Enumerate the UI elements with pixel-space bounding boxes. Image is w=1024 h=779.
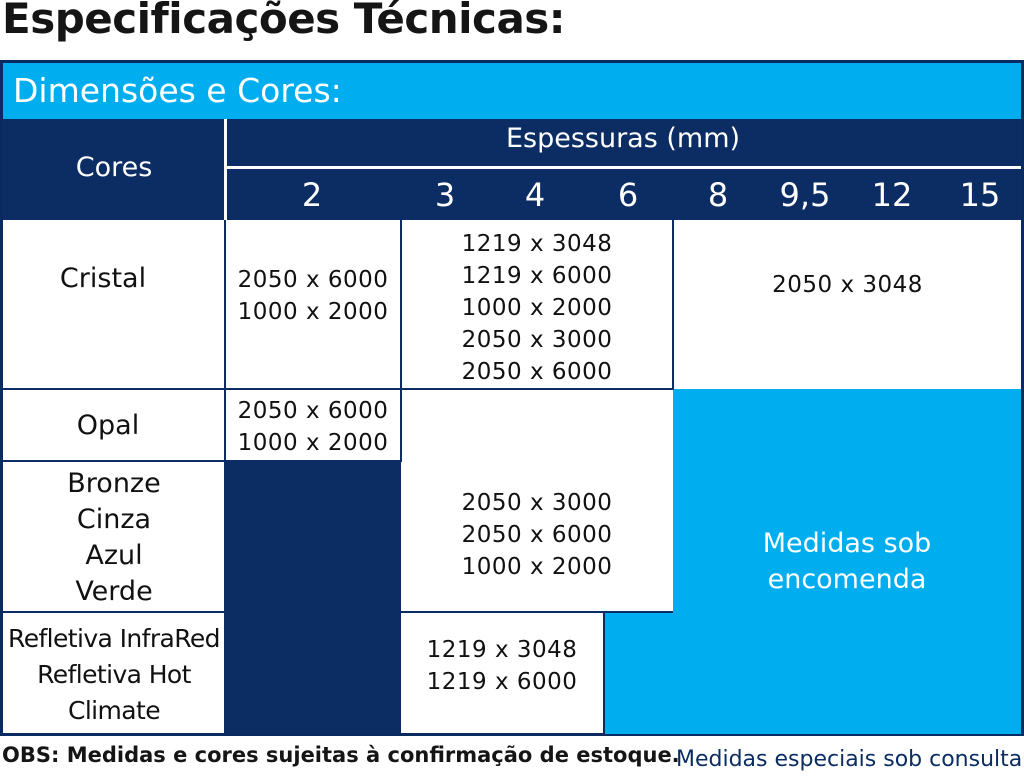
thickness-4: 4 (524, 176, 546, 214)
special-order-label: Medidas sob encomenda (673, 526, 1021, 598)
dimension-value: 2050 x 6000 (461, 359, 613, 385)
special-measures-note: Medidas especiais sob consulta (676, 747, 1023, 772)
thickness-3: 3 (434, 176, 456, 214)
dimension-value: 2050 x 3048 (772, 272, 923, 298)
row-divider-cristal (3, 388, 673, 390)
thickness-9-5: 9,5 (779, 176, 831, 214)
dimension-value: 2050 x 6000 (237, 398, 389, 424)
dimension-value: 2050 x 6000 (237, 267, 389, 293)
color-label-verde: Verde (75, 576, 153, 607)
row-divider-colors (3, 611, 225, 613)
thickness-6: 6 (617, 176, 639, 214)
refletiva-label-hot: Refletiva Hot (37, 660, 191, 689)
special-order-region-lower (604, 612, 1021, 734)
row-divider-opal (3, 460, 401, 462)
special-order-region-upper (673, 389, 1021, 614)
col-divider-refletiva (603, 612, 605, 734)
opal-2mm-cell: 2050 x 6000 1000 x 2000 (226, 395, 400, 459)
thickness-2: 2 (301, 176, 323, 214)
thickness-8: 8 (707, 176, 729, 214)
dimension-value: 1219 x 6000 (426, 669, 578, 695)
unavailable-block (225, 461, 401, 734)
color-label-cinza: Cinza (76, 504, 152, 535)
table-frame (0, 60, 1024, 736)
thickness-12: 12 (871, 176, 913, 214)
table-header (3, 119, 1021, 220)
dimension-value: 1219 x 3048 (461, 231, 613, 257)
cristal-8-15mm-cell: 2050 x 3048 (674, 269, 1021, 301)
cores-header: Cores (75, 152, 153, 183)
refletiva-label-climate: Climate (67, 696, 161, 725)
dimension-value: 1219 x 3048 (426, 637, 578, 663)
col-divider-6mm (672, 220, 674, 390)
color-label-bronze: Bronze (67, 468, 161, 499)
refletiva-label-infrared: Refletiva InfraRed (8, 624, 220, 653)
row-label-colors: Bronze Cinza Azul Verde (3, 466, 225, 610)
special-order-line-2: encomenda (767, 564, 927, 595)
row-label-cristal: Cristal (59, 263, 147, 294)
dimension-value: 2050 x 6000 (461, 522, 613, 548)
dimension-value: 1000 x 2000 (461, 295, 613, 321)
col-divider-2mm (400, 220, 402, 462)
cristal-2mm-cell: 2050 x 6000 1000 x 2000 (226, 264, 400, 328)
section-header-label: Dimensões e Cores: (13, 71, 342, 110)
header-divider-vertical (224, 119, 227, 220)
dimension-value: 1000 x 2000 (237, 299, 389, 325)
section-header: Dimensões e Cores: (3, 63, 1021, 119)
refletiva-3-4mm-cell: 1219 x 3048 1219 x 6000 (402, 634, 602, 698)
special-order-line-1: Medidas sob (762, 528, 932, 559)
col-divider-cores (224, 220, 226, 734)
dimension-value: 1000 x 2000 (461, 554, 613, 580)
thickness-15: 15 (959, 176, 1001, 214)
row-divider-colors-mid (401, 611, 673, 613)
page-title: Especificações Técnicas: (2, 0, 566, 43)
cristal-3-6mm-cell: 1219 x 3048 1219 x 6000 1000 x 2000 2050… (402, 228, 672, 388)
color-label-azul: Azul (85, 540, 143, 571)
espessuras-header: Espessuras (mm) (505, 123, 741, 154)
stock-note: OBS: Medidas e cores sujeitas à confirma… (2, 743, 680, 767)
colors-3-6mm-cell: 2050 x 3000 2050 x 6000 1000 x 2000 (402, 487, 672, 583)
row-label-refletiva: Refletiva InfraRed Refletiva Hot Climate (3, 621, 225, 729)
header-divider-horizontal (225, 166, 1021, 169)
row-label-opal: Opal (76, 410, 140, 441)
dimension-value: 2050 x 3000 (461, 327, 613, 353)
dimension-value: 1000 x 2000 (237, 430, 389, 456)
dimension-value: 2050 x 3000 (461, 490, 613, 516)
dimension-value: 1219 x 6000 (461, 263, 613, 289)
